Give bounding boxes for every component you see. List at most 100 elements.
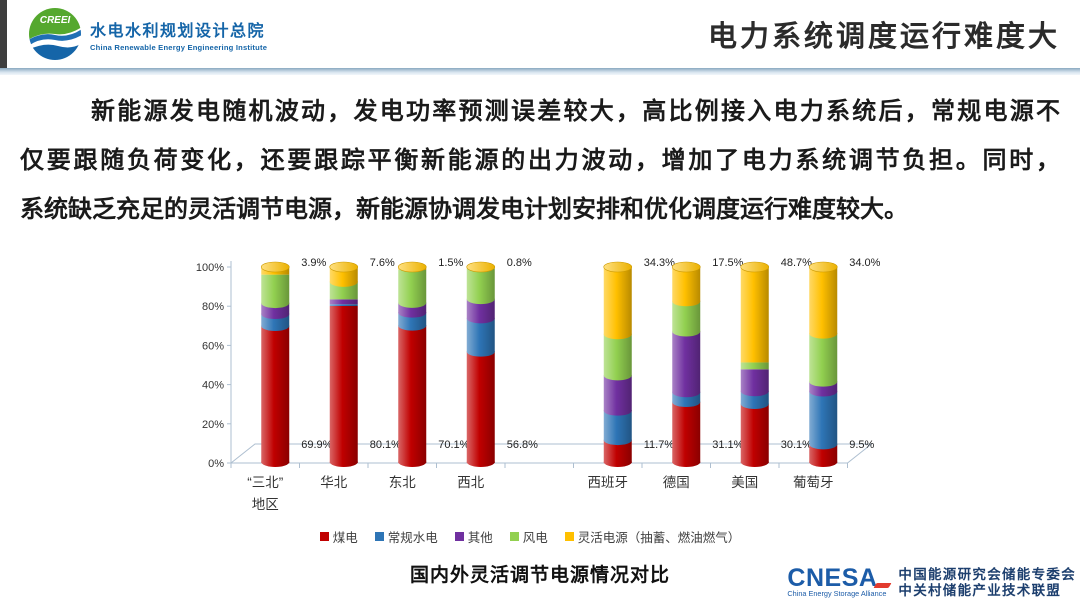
legend-label: 风电 (522, 531, 548, 545)
bar-segment (672, 301, 701, 332)
header-divider (0, 68, 1080, 75)
cnesa-org-line2: 中关村储能产业技术联盟 (898, 583, 1062, 598)
y-tick-label: 100% (196, 262, 224, 274)
bar-segment (603, 334, 632, 376)
bar-segment (398, 269, 427, 303)
legend-swatch (564, 532, 574, 541)
cnesa-organizations: 中国能源研究会储能专委会 中关村储能产业技术联盟 (898, 567, 1076, 599)
top-value-label: 34.0% (849, 257, 880, 269)
bar-东北 (397, 261, 427, 467)
bar-葡萄牙 (808, 261, 838, 467)
creei-acronym: CREEI (40, 15, 71, 26)
bottom-value-label: 30.1% (781, 439, 812, 451)
bar-segment (809, 444, 838, 463)
x-category-label: 德国 (663, 475, 690, 490)
bar-segment (740, 267, 769, 363)
bar-segment (329, 299, 358, 305)
bar-segment (809, 267, 838, 334)
cnesa-red-swoosh-icon (873, 583, 892, 588)
x-category-label: 西北 (457, 475, 484, 490)
chart-title: 国内外灵活调节电源情况对比 (409, 565, 670, 586)
x-category-label: “三北” (247, 475, 283, 490)
legend-swatch (509, 532, 519, 541)
top-value-label: 17.5% (712, 257, 743, 269)
cnesa-wordmark: CNESA (787, 564, 878, 592)
cnesa-org-line1: 中国能源研究会储能专委会 (898, 567, 1076, 582)
y-tick-label: 20% (202, 419, 224, 431)
bar-segment (261, 303, 290, 315)
y-tick-label: 0% (208, 458, 224, 470)
top-value-label: 3.9% (301, 257, 326, 269)
institute-name-cn: 水电水利规划设计总院 (90, 22, 266, 40)
institute-names: 水电水利规划设计总院 China Renewable Energy Engine… (90, 17, 267, 52)
bar-segment (809, 333, 838, 382)
legend-item: 煤电 (319, 527, 358, 546)
header: CREEI 水电水利规划设计总院 China Renewable Energy … (0, 0, 1080, 68)
bottom-value-label: 69.9% (301, 439, 332, 451)
bar-segment (466, 268, 495, 300)
y-tick-label: 80% (202, 301, 224, 313)
legend-label: 煤电 (332, 531, 358, 545)
body-paragraph: 新能源发电随机波动，发电功率预测误差较大，高比例接入电力系统后，常规电源不 仅要… (0, 87, 1080, 234)
institute-brand: CREEI 水电水利规划设计总院 China Renewable Energy … (28, 7, 267, 61)
legend-label: 其他 (467, 531, 493, 545)
bar-segment (466, 318, 495, 352)
bottom-value-label: 70.1% (438, 439, 469, 451)
creei-logo-icon: CREEI (29, 8, 81, 60)
bar-segment (466, 299, 495, 319)
top-value-label: 48.7% (781, 257, 812, 269)
bar-segment (603, 375, 632, 411)
chart-legend: 煤电 常规水电 其他 风电 灵活电源（抽蓄、燃油燃气） (140, 527, 920, 546)
bar-德国 (671, 261, 701, 467)
legend-swatch (319, 532, 329, 541)
bar-segment (261, 325, 290, 463)
bar-segment (261, 314, 290, 326)
x-category-label: 西班牙 (588, 475, 629, 490)
footer: CNESA China Energy Storage Alliance 中国能源… (787, 564, 1076, 599)
flexibility-comparison-chart: 0% 20% 40% 60% 80% 100% 3.9% 69.9% “三北” 地区 7.6% 80.… (140, 248, 920, 516)
x-category-label: 东北 (389, 475, 416, 490)
bar-segment (672, 267, 701, 302)
bar-美国 (740, 261, 770, 467)
bar-segment (329, 304, 358, 307)
bar-segment (740, 369, 769, 392)
cnesa-logo: CNESA China Energy Storage Alliance (787, 564, 892, 598)
x-category-label: 美国 (731, 475, 758, 490)
x-category-label: 葡萄牙 (793, 475, 834, 490)
bottom-value-label: 9.5% (849, 439, 874, 451)
chart-canvas: 0% 20% 40% 60% 80% 100% 3.9% 69.9% “三北” 地区 7.6% 80.… (196, 257, 881, 512)
legend-label: 常规水电 (387, 531, 438, 545)
paragraph-line-1: 新能源发电随机波动，发电功率预测误差较大，高比例接入电力系统后，常规电源不 (91, 98, 1060, 125)
bar-segment (329, 306, 358, 463)
paragraph-line-3: 系统缺乏充足的灵活调节电源，新能源协调发电计划安排和优化调度运行难度较大。 (20, 196, 908, 223)
top-value-label: 0.8% (507, 257, 532, 269)
top-value-label: 7.6% (370, 257, 395, 269)
bar-“三北”地区 (260, 261, 290, 467)
x-category-label: 地区 (252, 497, 279, 512)
bottom-value-label: 80.1% (370, 439, 401, 451)
bottom-value-label: 31.1% (712, 439, 743, 451)
legend-item: 其他 (454, 527, 493, 546)
bar-segment (740, 404, 769, 463)
legend-item: 常规水电 (374, 527, 438, 546)
x-category-label: 华北 (320, 475, 347, 490)
bottom-value-label: 11.7% (644, 439, 675, 451)
bar-segment (466, 351, 495, 463)
bar-西北 (466, 261, 496, 467)
bar-西班牙 (603, 261, 633, 467)
institute-name-en: China Renewable Energy Engineering Insti… (90, 42, 268, 52)
legend-swatch (374, 532, 384, 541)
bar-segment (398, 325, 427, 463)
legend-item: 风电 (509, 527, 548, 546)
bottom-value-label: 56.8% (507, 439, 538, 451)
paragraph-line-2: 仅要跟随负荷变化，还要跟踪平衡新能源的出力波动，增加了电力系统调节负担。同时， (20, 147, 1060, 174)
bar-segment (603, 440, 632, 463)
bar-segment (740, 362, 769, 370)
legend-swatch (454, 532, 464, 541)
legend-label: 灵活电源（抽蓄、燃油燃气） (577, 531, 741, 545)
left-edge-strip (0, 0, 7, 70)
bar-segment (603, 267, 632, 335)
slide-title: 电力系统调度运行难度大 (707, 21, 1060, 53)
y-tick-label: 60% (202, 340, 224, 352)
